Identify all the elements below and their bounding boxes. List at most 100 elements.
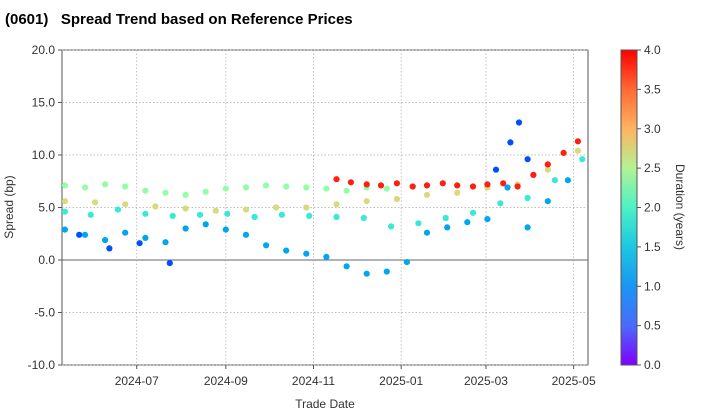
data-points xyxy=(62,119,586,277)
colorbar-tick-label: 0.0 xyxy=(644,358,661,372)
data-point xyxy=(323,185,330,192)
data-point xyxy=(106,245,113,252)
data-point xyxy=(122,229,129,236)
y-tick-label: 15.0 xyxy=(32,96,56,110)
data-point xyxy=(303,204,310,211)
colorbar-tick-label: 0.5 xyxy=(644,319,661,333)
data-point xyxy=(242,231,250,238)
data-point xyxy=(423,182,431,189)
y-tick-label: 10.0 xyxy=(32,148,56,162)
data-point xyxy=(182,205,189,212)
data-point xyxy=(62,208,68,215)
data-point xyxy=(454,182,461,189)
data-point xyxy=(515,119,523,126)
data-point xyxy=(564,177,572,184)
data-point xyxy=(136,240,143,247)
data-point xyxy=(102,237,109,244)
colorbar-label: Duration (years) xyxy=(673,164,687,250)
data-point xyxy=(102,181,109,188)
data-point xyxy=(333,201,340,208)
y-tick-label: -10.0 xyxy=(28,358,56,372)
x-tick-label: 2025-05 xyxy=(552,374,596,388)
x-tick-label: 2025-01 xyxy=(379,374,423,388)
data-point xyxy=(166,260,173,267)
grid-lines xyxy=(62,49,588,366)
data-point xyxy=(333,176,340,183)
data-point xyxy=(81,231,89,238)
data-point xyxy=(343,263,350,270)
colorbar xyxy=(620,49,638,366)
data-point xyxy=(333,213,340,221)
colorbar-tick-label: 1.5 xyxy=(644,240,661,254)
data-point xyxy=(242,184,250,191)
data-point xyxy=(222,226,229,233)
data-point xyxy=(303,184,310,191)
data-point xyxy=(323,253,330,260)
data-point xyxy=(92,199,99,206)
x-tick-label: 2024-09 xyxy=(204,374,248,388)
data-point xyxy=(544,198,551,205)
colorbar-tick-label: 1.0 xyxy=(644,279,661,293)
data-point xyxy=(500,180,507,187)
data-point xyxy=(579,156,586,163)
data-point xyxy=(142,210,149,217)
data-point xyxy=(122,183,129,190)
data-point xyxy=(273,204,280,211)
data-point xyxy=(442,214,449,222)
data-point xyxy=(524,194,531,202)
data-point xyxy=(347,179,354,186)
data-point xyxy=(497,200,504,207)
data-point xyxy=(182,225,189,232)
data-point xyxy=(152,203,159,210)
data-point xyxy=(409,183,416,190)
data-point xyxy=(242,206,250,213)
colorbar-tick-label: 4.0 xyxy=(644,43,661,57)
data-point xyxy=(306,212,313,219)
x-tick-label: 2025-03 xyxy=(464,374,508,388)
data-point xyxy=(524,224,531,231)
data-point xyxy=(142,234,149,241)
data-point xyxy=(169,212,176,219)
colorbar-tick-label: 3.0 xyxy=(644,122,661,136)
data-point xyxy=(263,242,270,249)
data-point xyxy=(114,206,122,213)
data-point xyxy=(439,180,446,187)
chart-title: (0601) Spread Trend based on Reference P… xyxy=(5,11,353,28)
data-point xyxy=(87,211,94,218)
data-point xyxy=(423,229,431,236)
colorbar-tick-label: 2.5 xyxy=(644,161,661,175)
data-point xyxy=(363,181,370,188)
data-point xyxy=(303,250,310,257)
colorbar-tick-label: 3.5 xyxy=(644,82,661,96)
data-point xyxy=(363,270,370,277)
y-axis-ticks: 20.0 15.0 10.0 5.0 0.0 -5.0 -10.0 xyxy=(28,43,62,372)
x-axis-ticks: 2024-07 2024-09 2024-11 2025-01 2025-03 2025-… xyxy=(115,365,596,388)
y-tick-label: 0.0 xyxy=(38,253,55,267)
data-point xyxy=(415,220,422,227)
data-point xyxy=(162,189,169,196)
data-point xyxy=(544,161,551,168)
data-point xyxy=(524,156,531,163)
data-point xyxy=(423,191,431,198)
data-point xyxy=(393,196,400,203)
data-point xyxy=(469,209,477,216)
data-point xyxy=(251,213,258,221)
data-point xyxy=(202,221,209,228)
data-point xyxy=(403,259,410,266)
colorbar-tick-label: 2.0 xyxy=(644,201,661,215)
data-point xyxy=(464,219,471,226)
data-point xyxy=(62,182,68,189)
data-point xyxy=(560,149,567,156)
data-point xyxy=(530,171,537,178)
x-axis-label: Trade Date xyxy=(295,397,355,411)
data-point xyxy=(283,183,290,190)
x-tick-label: 2024-07 xyxy=(115,374,159,388)
data-point xyxy=(469,183,477,190)
data-point xyxy=(122,201,129,208)
data-point xyxy=(363,198,370,205)
data-point xyxy=(212,207,219,214)
data-point xyxy=(484,216,491,223)
data-point xyxy=(377,182,385,189)
data-point xyxy=(263,182,270,189)
